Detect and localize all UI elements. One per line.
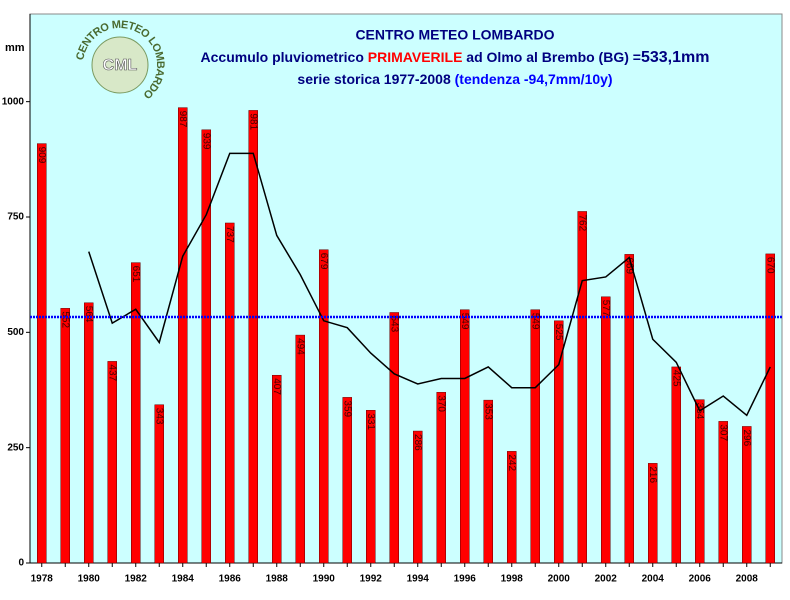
subtitle-part: PRIMAVERILE <box>368 49 463 65</box>
bar <box>554 320 564 564</box>
y-tick-label: 500 <box>7 327 24 338</box>
x-tick-label: 1996 <box>454 574 477 585</box>
bar <box>366 410 376 564</box>
y-tick-label: 750 <box>7 212 24 223</box>
subtitle-part: serie storica 1977-2008 <box>297 71 454 87</box>
x-tick-label: 1986 <box>219 574 242 585</box>
bar <box>601 296 611 564</box>
subtitle-part: Accumulo pluviometrico <box>201 49 368 65</box>
x-tick-label: 1998 <box>501 574 524 585</box>
bar <box>178 107 188 564</box>
x-tick-label: 1984 <box>172 574 195 585</box>
value-label: 679 <box>318 253 329 270</box>
value-label: 909 <box>36 147 47 164</box>
x-tick-label: 2000 <box>548 574 571 585</box>
bar <box>37 143 47 564</box>
x-tick-label: 1994 <box>407 574 430 585</box>
value-label: 939 <box>201 133 212 150</box>
bar <box>695 399 705 564</box>
x-tick-label: 1978 <box>31 574 54 585</box>
x-tick-label: 2008 <box>736 574 759 585</box>
value-label: 307 <box>718 424 729 441</box>
bar <box>742 426 752 564</box>
y-tick-label: 0 <box>18 558 24 569</box>
value-label: 669 <box>624 257 635 274</box>
subtitle-part: 533,1mm <box>641 49 710 66</box>
bar <box>342 397 352 564</box>
bar <box>530 309 540 564</box>
value-label: 331 <box>365 413 376 430</box>
value-label: 543 <box>389 315 400 332</box>
trend-line <box>88 152 771 417</box>
value-label: 494 <box>295 338 306 355</box>
bar <box>460 309 470 564</box>
value-label: 242 <box>506 454 517 471</box>
logo-circle <box>91 36 149 94</box>
value-label: 549 <box>459 313 470 330</box>
x-tick-label: 1992 <box>360 574 383 585</box>
bar <box>225 222 235 564</box>
value-label: 762 <box>577 214 588 231</box>
subtitle-part: ad Olmo al Brembo (BG) = <box>462 49 641 65</box>
value-label: 552 <box>60 311 71 328</box>
chart-title: CENTRO METEO LOMBARDO <box>355 27 554 43</box>
value-label: 359 <box>342 400 353 417</box>
value-label: 564 <box>83 306 94 323</box>
value-label: 981 <box>248 113 259 130</box>
y-tick-label: 1000 <box>2 96 25 107</box>
bar <box>201 129 211 564</box>
bar <box>272 374 282 564</box>
value-label: 370 <box>436 395 447 412</box>
bar <box>718 421 728 564</box>
value-label: 425 <box>671 370 682 387</box>
x-tick-label: 1988 <box>266 574 289 585</box>
x-tick-label: 2006 <box>689 574 712 585</box>
y-axis-label: mm <box>5 42 25 54</box>
bar <box>154 404 164 564</box>
value-label: 286 <box>412 434 423 451</box>
value-label: 216 <box>647 466 658 483</box>
value-label: 987 <box>177 111 188 128</box>
value-label: 737 <box>224 226 235 243</box>
value-label: 670 <box>765 257 776 274</box>
bar <box>60 308 70 564</box>
bar <box>624 254 634 564</box>
bar <box>107 361 117 564</box>
x-tick-label: 1980 <box>78 574 101 585</box>
value-label: 353 <box>483 403 494 420</box>
bar <box>131 262 141 564</box>
bar <box>319 249 329 564</box>
plot-area <box>29 13 783 564</box>
subtitle: Accumulo pluviometrico PRIMAVERILE ad Ol… <box>201 49 710 67</box>
bar <box>295 334 305 564</box>
bar <box>671 366 681 564</box>
value-label: 343 <box>154 408 165 425</box>
subtitle-part: (tendenza -94,7mm/10y) <box>455 71 613 87</box>
bar <box>483 399 493 564</box>
bar <box>648 463 658 564</box>
x-tick-label: 1990 <box>313 574 336 585</box>
value-label: 577 <box>600 300 611 317</box>
value-label: 525 <box>553 324 564 341</box>
bar <box>765 253 775 564</box>
subtitle-2: serie storica 1977-2008 (tendenza -94,7m… <box>297 71 612 87</box>
value-label: 407 <box>271 378 282 395</box>
logo-center: CML <box>103 57 138 74</box>
value-label: 437 <box>107 364 118 381</box>
x-tick-label: 1982 <box>125 574 148 585</box>
value-label: 651 <box>130 266 141 283</box>
bar <box>507 451 517 564</box>
bar <box>413 430 423 564</box>
bar <box>248 110 258 564</box>
value-label: 296 <box>741 429 752 446</box>
bar <box>84 302 94 564</box>
bar <box>389 312 399 564</box>
x-tick-label: 2002 <box>595 574 618 585</box>
y-tick-label: 250 <box>7 442 24 453</box>
bar <box>436 392 446 564</box>
x-tick-label: 2004 <box>642 574 665 585</box>
bar <box>577 211 587 564</box>
value-label: 549 <box>530 313 541 330</box>
